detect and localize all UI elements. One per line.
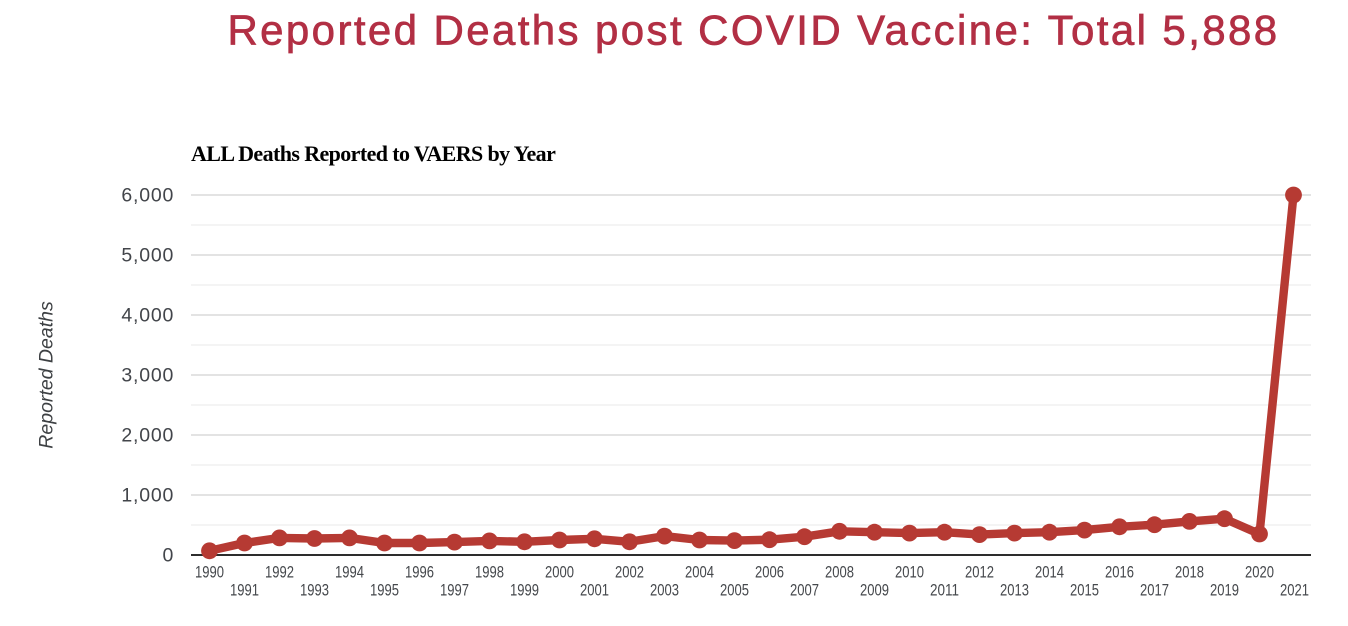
svg-text:2004: 2004: [685, 564, 714, 582]
svg-text:2009: 2009: [860, 582, 889, 600]
svg-text:5,000: 5,000: [121, 245, 174, 267]
svg-text:Reported Deaths post COVID Vac: Reported Deaths post COVID Vaccine: Tota…: [227, 7, 1279, 54]
svg-text:1991: 1991: [230, 582, 259, 600]
svg-text:2000: 2000: [545, 564, 574, 582]
svg-text:2015: 2015: [1070, 582, 1099, 600]
svg-text:2010: 2010: [895, 564, 924, 582]
svg-text:2020: 2020: [1245, 564, 1274, 582]
svg-text:2013: 2013: [1000, 582, 1029, 600]
svg-text:1997: 1997: [440, 582, 469, 600]
svg-text:1998: 1998: [475, 564, 504, 582]
svg-text:ALL Deaths Reported to VAERS b: ALL Deaths Reported to VAERS by Year: [191, 141, 556, 166]
svg-text:2018: 2018: [1175, 564, 1204, 582]
svg-text:0: 0: [163, 545, 175, 567]
svg-text:2006: 2006: [755, 564, 784, 582]
svg-text:2012: 2012: [965, 564, 994, 582]
svg-text:4,000: 4,000: [121, 305, 174, 327]
svg-text:2017: 2017: [1140, 582, 1169, 600]
svg-text:2007: 2007: [790, 582, 819, 600]
svg-text:2002: 2002: [615, 564, 644, 582]
svg-text:1994: 1994: [335, 564, 364, 582]
svg-text:2,000: 2,000: [121, 425, 174, 447]
svg-text:2019: 2019: [1210, 582, 1239, 600]
svg-text:1992: 1992: [265, 564, 294, 582]
svg-text:2021: 2021: [1280, 582, 1309, 600]
svg-text:2011: 2011: [930, 582, 959, 600]
svg-text:1996: 1996: [405, 564, 434, 582]
svg-text:1990: 1990: [195, 564, 224, 582]
svg-text:2014: 2014: [1035, 564, 1064, 582]
svg-text:2003: 2003: [650, 582, 679, 600]
svg-text:1993: 1993: [300, 582, 329, 600]
svg-text:2008: 2008: [825, 564, 854, 582]
svg-text:3,000: 3,000: [121, 365, 174, 387]
svg-text:2005: 2005: [720, 582, 749, 600]
svg-text:2016: 2016: [1105, 564, 1134, 582]
svg-text:6,000: 6,000: [121, 185, 174, 207]
svg-text:2001: 2001: [580, 582, 609, 600]
svg-text:1999: 1999: [510, 582, 539, 600]
svg-text:1,000: 1,000: [121, 485, 174, 507]
svg-text:Reported Deaths: Reported Deaths: [36, 301, 58, 449]
svg-text:1995: 1995: [370, 582, 399, 600]
